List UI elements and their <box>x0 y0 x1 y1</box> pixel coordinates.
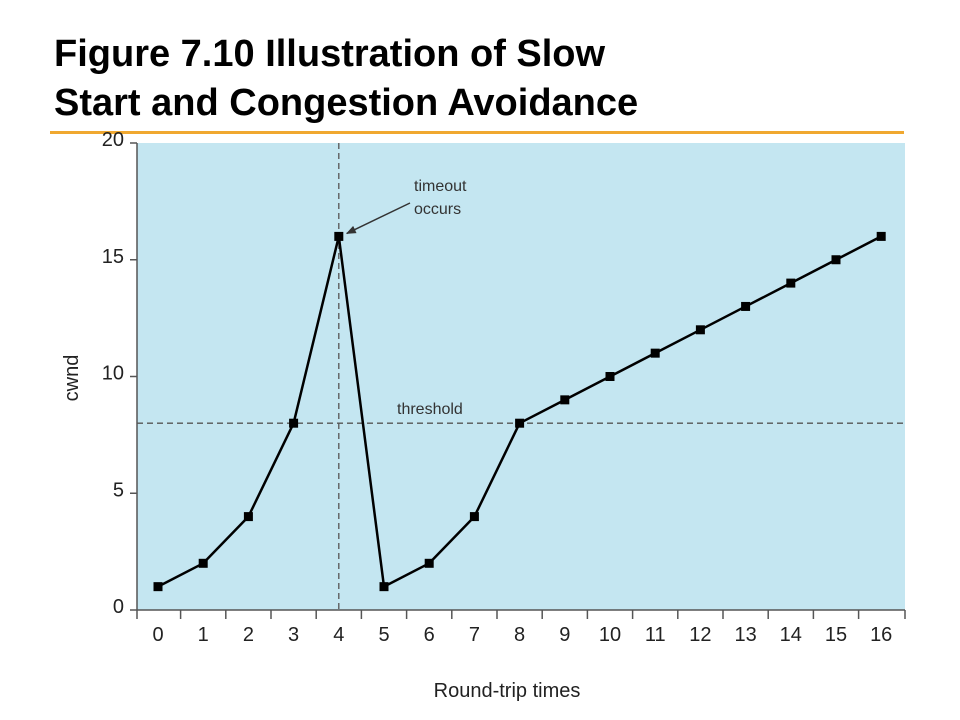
y-tick-label-20: 20 <box>102 129 124 151</box>
y-tick-label-5: 5 <box>113 479 124 501</box>
data-point-7 <box>469 512 479 522</box>
data-point-4 <box>334 231 344 241</box>
y-tick-label-10: 10 <box>102 363 124 385</box>
x-tick-label-5: 5 <box>378 624 389 646</box>
plot-area <box>137 143 905 610</box>
x-tick-label-8: 8 <box>514 624 525 646</box>
x-tick-label-6: 6 <box>424 624 435 646</box>
data-point-8 <box>515 418 525 428</box>
labels-group: Round-trip times cwnd threshold timeout occu… <box>61 178 580 702</box>
series-group <box>153 231 886 592</box>
x-tick-label-9: 9 <box>559 624 570 646</box>
data-point-6 <box>424 558 434 568</box>
data-point-16 <box>876 231 886 241</box>
data-point-11 <box>650 348 660 358</box>
title-divider <box>50 131 904 134</box>
x-tick-label-10: 10 <box>599 624 621 646</box>
x-tick-label-13: 13 <box>734 624 756 646</box>
timeout-arrow <box>345 202 411 235</box>
threshold-label: threshold <box>397 401 463 418</box>
data-point-13 <box>741 301 751 311</box>
x-tick-label-14: 14 <box>780 624 802 646</box>
x-tick-label-1: 1 <box>198 624 209 646</box>
slide-title: Figure 7.10 Illustration of Slow Start a… <box>54 30 934 128</box>
x-tick-label-16: 16 <box>870 624 892 646</box>
data-point-1 <box>198 558 208 568</box>
data-point-2 <box>243 512 253 522</box>
timeout-label-line-2: occurs <box>414 201 461 218</box>
x-tick-label-3: 3 <box>288 624 299 646</box>
y-tick-label-15: 15 <box>102 246 124 268</box>
data-point-3 <box>289 418 299 428</box>
x-tick-label-11: 11 <box>645 624 666 646</box>
x-tick-label-7: 7 <box>469 624 480 646</box>
x-axis-title: Round-trip times <box>434 680 581 702</box>
data-point-12 <box>695 325 705 335</box>
data-point-15 <box>831 255 841 265</box>
data-point-14 <box>786 278 796 288</box>
data-point-0 <box>153 582 163 592</box>
x-tick-label-4: 4 <box>333 624 344 646</box>
slide-title-line-1: Figure 7.10 Illustration of Slow <box>54 33 606 75</box>
x-tick-label-0: 0 <box>152 624 163 646</box>
y-tick-label-0: 0 <box>113 596 124 618</box>
data-point-9 <box>560 395 570 405</box>
data-point-5 <box>379 582 389 592</box>
slide-title-line-2: Start and Congestion Avoidance <box>54 82 639 124</box>
x-tick-label-12: 12 <box>689 624 711 646</box>
data-point-10 <box>605 372 615 381</box>
x-tick-label-15: 15 <box>825 624 847 646</box>
x-tick-label-2: 2 <box>243 624 254 646</box>
y-axis-title: cwnd <box>61 355 83 402</box>
timeout-label-line-1: timeout <box>414 178 467 195</box>
